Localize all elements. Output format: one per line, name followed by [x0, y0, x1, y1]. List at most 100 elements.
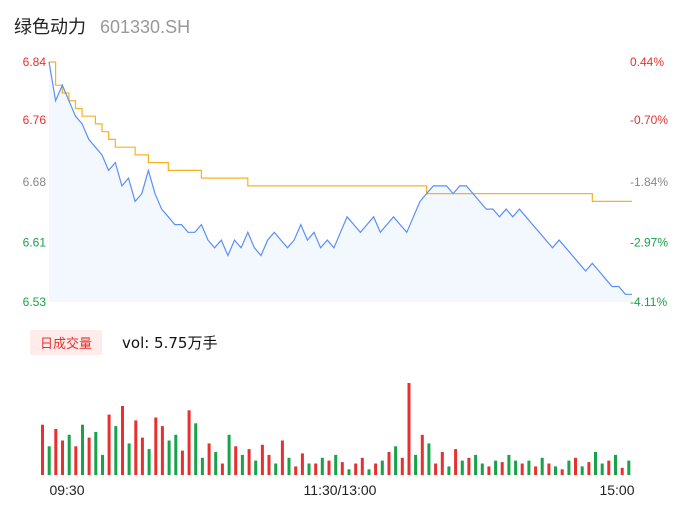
volume-bar [160, 426, 164, 475]
volume-bar [387, 452, 391, 475]
volume-bar [134, 420, 138, 475]
volume-bar [474, 454, 478, 475]
volume-bar [220, 463, 224, 475]
volume-bar [420, 434, 424, 476]
volume-bar [207, 443, 211, 475]
volume-bar [127, 443, 131, 475]
y-tick-label: 6.84 [23, 55, 47, 69]
volume-bar [287, 457, 291, 476]
volume-bar [121, 406, 124, 475]
y-tick-pct-label: -0.70% [630, 113, 668, 127]
stock-name: 绿色动力 [14, 17, 86, 38]
y-tick-pct-label: -1.84% [630, 175, 668, 189]
volume-bar [94, 431, 98, 475]
volume-bar [194, 423, 198, 476]
volume-bar [47, 446, 51, 476]
volume-bar [567, 460, 571, 475]
volume-bar [254, 460, 258, 475]
volume-bar [87, 437, 91, 475]
volume-bar [187, 410, 191, 475]
volume-readout: vol: 5.75万手 [122, 334, 218, 352]
volume-bar [280, 440, 284, 475]
volume-bar [240, 454, 244, 475]
volume-bar [514, 460, 518, 475]
volume-bar [394, 446, 398, 476]
volume-bar [320, 457, 324, 476]
volume-bar [54, 429, 58, 475]
volume-bar [247, 449, 251, 475]
volume-bar [580, 466, 584, 475]
volume-bar [434, 463, 438, 475]
volume-bar [234, 446, 238, 476]
title-bar: 绿色动力 601330.SH [14, 13, 190, 39]
volume-bar [267, 454, 271, 475]
volume-bar [367, 469, 371, 476]
volume-header: 日成交量 vol: 5.75万手 [30, 330, 217, 355]
volume-bar [227, 434, 231, 476]
volume-bar [507, 454, 511, 475]
x-tick-label: 11:30/13:00 [304, 482, 377, 498]
volume-bar [527, 460, 531, 475]
volume-bar [554, 466, 557, 475]
price-area [49, 62, 632, 302]
volume-bar [300, 453, 304, 475]
y-tick-pct-label: -4.11% [630, 295, 667, 309]
volume-bar [67, 434, 71, 476]
volume-bar [560, 469, 564, 476]
volume-bar [314, 463, 318, 475]
volume-bar [400, 457, 404, 476]
volume-bar [380, 460, 384, 475]
volume-bar [101, 454, 104, 475]
volume-bar [574, 457, 577, 476]
x-tick-label: 09:30 [49, 482, 84, 498]
average-price-line [49, 61, 632, 202]
volume-bar [600, 463, 604, 475]
volume-bar [467, 457, 471, 476]
volume-bar [334, 454, 338, 475]
daily-volume-tab[interactable]: 日成交量 [30, 330, 103, 355]
volume-bar [81, 424, 84, 475]
volume-bar [440, 452, 444, 475]
stock-code: 601330.SH [100, 17, 191, 37]
volume-bar [607, 460, 611, 475]
volume-bar [354, 463, 358, 475]
y-tick-label: 6.61 [23, 235, 47, 249]
volume-bar [494, 460, 498, 475]
volume-bar [447, 466, 451, 475]
y-tick-label: 6.53 [23, 295, 47, 309]
volume-bar [167, 440, 171, 475]
intraday-price-chart: 6.84 0.44% 6.76 -0.70% 6.68 -1.84% 6.61 -2.97% 6… [23, 55, 669, 309]
volume-bar [114, 426, 118, 475]
y-tick-pct-label: 0.44% [630, 55, 664, 69]
volume-bar [547, 463, 551, 475]
volume-bar [154, 417, 158, 475]
volume-bar [307, 463, 311, 475]
volume-bar [414, 454, 418, 475]
volume-bar [147, 449, 151, 475]
volume-bar [340, 462, 344, 475]
y-tick-label: 6.76 [23, 113, 47, 127]
volume-bar [454, 449, 458, 475]
price-line [48, 61, 632, 295]
volume-bar [407, 383, 411, 475]
volume-bar [594, 452, 597, 475]
volume-bar [587, 462, 591, 475]
volume-bar [620, 467, 624, 475]
volume-bar [61, 440, 64, 475]
volume-bar [274, 463, 278, 475]
volume-bar [107, 414, 111, 475]
volume-bar [327, 460, 331, 475]
volume-bar [214, 452, 218, 475]
volume-bar [520, 463, 524, 475]
x-tick-label: 15:00 [599, 482, 634, 498]
volume-bar [427, 443, 431, 475]
volume-bar [540, 457, 544, 476]
y-tick-label: 6.68 [23, 175, 47, 189]
volume-bar [374, 463, 378, 475]
volume-bar [74, 446, 78, 476]
volume-bar [200, 457, 204, 476]
volume-bar [260, 444, 264, 475]
volume-bar [174, 434, 178, 476]
volume-bar [180, 450, 184, 475]
volume-bar [487, 466, 491, 475]
